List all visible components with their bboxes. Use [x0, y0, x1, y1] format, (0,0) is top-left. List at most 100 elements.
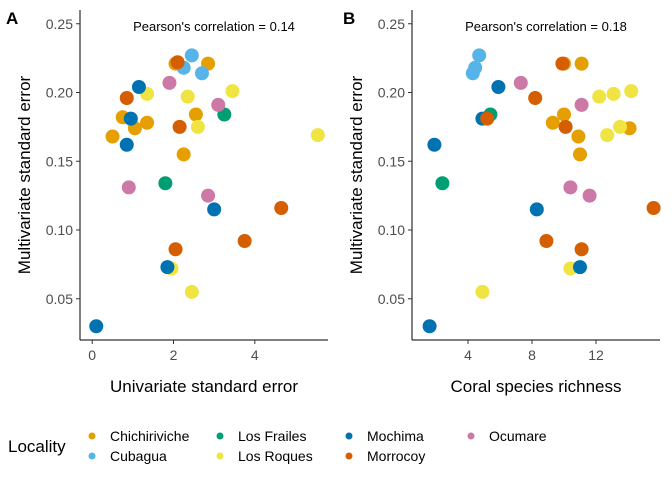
point-mochima — [529, 202, 544, 217]
panel-b: B Pearson's correlation = 0.18 0.05 0.10 0.1… — [343, 9, 661, 396]
x-tick-label: 12 — [588, 347, 604, 363]
point-chichiriviche — [176, 147, 191, 162]
point-ocumare — [121, 180, 136, 195]
x-axis-label: Univariate standard error — [110, 377, 298, 396]
point-morrocoy — [528, 91, 543, 105]
point-los-roques — [310, 128, 325, 143]
point-cubagua — [468, 60, 483, 75]
point-ocumare — [162, 75, 177, 90]
point-ocumare — [513, 75, 528, 90]
legend-label: Morrocoy — [367, 448, 425, 464]
legend-swatch — [467, 432, 475, 440]
legend-swatch — [345, 432, 353, 440]
point-morrocoy — [539, 234, 554, 248]
legend-label: Ocumare — [489, 428, 547, 444]
point-ocumare — [582, 188, 597, 203]
point-los-roques — [475, 284, 490, 299]
legend-swatch — [216, 432, 224, 440]
point-chichiriviche — [188, 107, 203, 122]
legend-item-los-frailes: Los Frailes — [216, 428, 306, 444]
legend-label: Chichiriviche — [110, 428, 190, 444]
y-tick-label: 0.25 — [46, 16, 73, 32]
legend-label: Cubagua — [110, 448, 167, 464]
point-cubagua — [472, 48, 487, 63]
point-chichiriviche — [557, 107, 571, 122]
point-los-roques — [592, 89, 607, 104]
point-morrocoy — [172, 119, 187, 134]
legend-swatch — [88, 432, 96, 440]
point-mochima — [119, 137, 134, 152]
legend-item-chichiriviche: Chichiriviche — [88, 428, 190, 444]
point-morrocoy — [558, 119, 573, 134]
point-mochima — [131, 80, 146, 94]
point-chichiriviche — [140, 115, 155, 130]
panel-a: A Pearson's correlation = 0.14 0.05 0.10 0.1… — [6, 9, 328, 396]
legend-label: Los Roques — [238, 448, 313, 464]
point-cubagua — [184, 48, 199, 63]
legend-title: Locality — [8, 437, 66, 456]
legend-label: Los Frailes — [238, 428, 306, 444]
x-axis-label: Coral species richness — [450, 377, 621, 396]
point-los-roques — [225, 84, 240, 99]
point-mochima — [422, 319, 437, 334]
point-los-roques — [600, 128, 615, 143]
y-tick-label: 0.10 — [378, 222, 405, 238]
y-tick-label: 0.20 — [46, 85, 73, 101]
y-tick-label: 0.20 — [378, 85, 405, 101]
point-los-roques — [184, 284, 199, 299]
legend: Locality Chichiriviche Cubagua Los Frailes L… — [8, 428, 547, 464]
point-mochima — [573, 260, 587, 275]
y-tick-label: 0.25 — [378, 16, 405, 32]
y-axis-label: Multivariate standard error — [15, 75, 34, 274]
point-morrocoy — [119, 91, 134, 105]
legend-item-los-roques: Los Roques — [216, 448, 313, 464]
x-tick-label: 4 — [251, 347, 259, 363]
point-ocumare — [201, 188, 216, 203]
point-ocumare — [211, 97, 226, 112]
point-morrocoy — [646, 201, 661, 215]
point-morrocoy — [480, 111, 495, 126]
legend-swatch — [345, 452, 353, 460]
legend-item-cubagua: Cubagua — [88, 448, 167, 464]
panel-label: B — [343, 9, 355, 28]
point-chichiriviche — [545, 115, 560, 130]
point-los-frailes — [158, 176, 173, 191]
point-chichiriviche — [571, 129, 586, 144]
point-chichiriviche — [574, 56, 589, 71]
y-tick-label: 0.05 — [378, 291, 405, 307]
point-mochima — [427, 137, 442, 152]
point-cubagua — [194, 66, 209, 81]
point-morrocoy — [170, 55, 185, 70]
legend-item-morrocoy: Morrocoy — [345, 448, 425, 464]
point-los-roques — [180, 89, 195, 104]
y-axis-label: Multivariate standard error — [347, 75, 366, 274]
point-morrocoy — [237, 234, 252, 248]
panel-label: A — [6, 9, 18, 28]
y-tick-label: 0.05 — [46, 291, 73, 307]
point-morrocoy — [274, 201, 289, 215]
correlation-annotation: Pearson's correlation = 0.14 — [133, 19, 295, 34]
point-mochima — [160, 260, 175, 275]
y-tick-label: 0.15 — [46, 153, 73, 169]
point-mochima — [491, 80, 506, 94]
point-los-roques — [606, 86, 621, 101]
data-points — [89, 48, 325, 334]
data-points — [422, 48, 661, 334]
legend-item-ocumare: Ocumare — [467, 428, 547, 444]
point-mochima — [123, 111, 138, 126]
x-tick-label: 0 — [88, 347, 96, 363]
legend-label: Mochima — [367, 428, 424, 444]
legend-item-mochima: Mochima — [345, 428, 424, 444]
x-tick-label: 2 — [170, 347, 178, 363]
point-los-roques — [613, 119, 627, 134]
point-mochima — [207, 202, 222, 217]
point-morrocoy — [555, 56, 570, 71]
legend-swatch — [216, 452, 224, 460]
legend-swatch — [88, 452, 96, 460]
point-los-roques — [190, 119, 205, 134]
point-los-roques — [624, 84, 639, 99]
point-ocumare — [563, 180, 578, 195]
point-morrocoy — [574, 242, 589, 257]
correlation-annotation: Pearson's correlation = 0.18 — [465, 19, 627, 34]
point-los-frailes — [435, 176, 450, 191]
